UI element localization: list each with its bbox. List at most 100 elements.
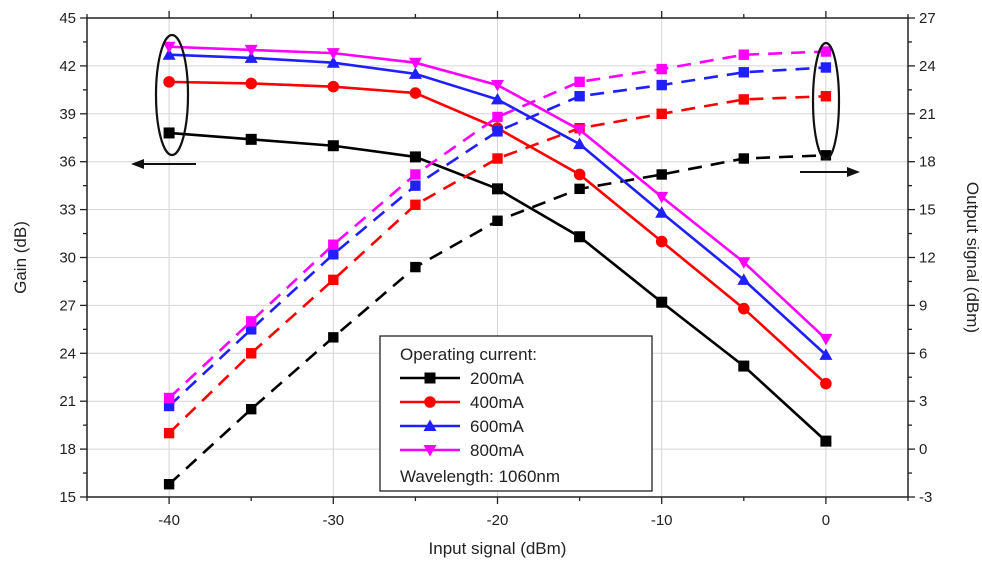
y-tick-label: 45: [59, 10, 76, 27]
legend: Operating current: 200mA 400mA 600mA 800mA Wa…: [379, 335, 653, 492]
y2-tick-label: 18: [919, 154, 936, 171]
gain-point-600mA: [491, 92, 504, 105]
gain-point-600mA: [737, 273, 751, 285]
output-point-200mA: [492, 215, 503, 226]
gain-point-400mA: [245, 77, 257, 90]
y-tick-label: 30: [59, 250, 76, 267]
output-point-200mA: [656, 169, 667, 180]
gain-point-600mA: [408, 67, 422, 79]
y-tick-label: 36: [59, 154, 76, 171]
output-point-400mA: [492, 153, 503, 164]
gain-point-400mA: [738, 302, 750, 315]
legend-header: Operating current:: [400, 345, 537, 364]
gain-point-400mA: [163, 76, 175, 88]
output-point-200mA: [246, 403, 257, 415]
gain-point-200mA: [409, 151, 421, 163]
output-point-400mA: [328, 274, 339, 286]
output-point-400mA: [410, 199, 421, 211]
gain-point-800mA: [573, 124, 587, 137]
legend-box: [379, 335, 653, 492]
output-point-400mA: [163, 427, 175, 439]
output-point-800mA: [738, 49, 749, 60]
legend-label-200mA: 200mA: [470, 369, 525, 388]
output-point-400mA: [820, 91, 832, 102]
gain-point-200mA: [656, 296, 668, 308]
x-tick-label: 0: [822, 512, 830, 529]
gain-point-400mA: [655, 235, 668, 248]
x-tick-label: -20: [487, 512, 509, 529]
gain-point-400mA: [409, 87, 422, 99]
output-point-800mA: [163, 392, 175, 404]
y-tick-label: 39: [59, 106, 76, 123]
y-tick-label: 18: [59, 441, 76, 458]
gain-point-400mA: [820, 377, 832, 390]
legend-marker-200mA: [424, 372, 436, 384]
output-point-200mA: [820, 150, 832, 161]
output-point-600mA: [246, 324, 257, 335]
output-point-600mA: [574, 91, 585, 102]
y2-axis-title: Output signal (dBm): [963, 182, 982, 333]
gain-point-600mA: [162, 48, 176, 60]
output-point-600mA: [820, 62, 832, 73]
gain-point-200mA: [245, 133, 257, 145]
output-point-200mA: [574, 183, 585, 195]
gain-point-200mA: [820, 435, 832, 447]
output-point-600mA: [328, 249, 339, 260]
output-point-400mA: [656, 108, 667, 119]
left-group-ellipse: [154, 33, 190, 157]
y-axis-title: Gain (dB): [11, 221, 30, 294]
series-800mA: [162, 41, 833, 404]
gain-point-200mA: [327, 140, 339, 152]
output-line-600mA: [168, 66, 826, 407]
output-point-600mA: [492, 126, 503, 137]
output-point-200mA: [738, 153, 749, 164]
axes: -40 -30 -20 -10 01518212427303336394245-3036…: [11, 10, 982, 558]
gain-point-200mA: [574, 231, 586, 243]
y2-tick-label: 21: [919, 106, 936, 123]
legend-marker-400mA: [424, 396, 436, 408]
legend-marker-800mA: [423, 445, 437, 457]
right-group-ellipse: [811, 41, 841, 161]
y2-tick-label: 3: [919, 393, 927, 410]
annotations: [131, 33, 860, 177]
gain-point-800mA: [244, 44, 258, 57]
gain-point-600mA: [655, 206, 669, 218]
y2-tick-label: 27: [919, 10, 936, 27]
output-point-800mA: [574, 76, 585, 88]
gain-point-400mA: [327, 80, 340, 93]
output-point-800mA: [820, 46, 832, 57]
output-point-600mA: [163, 400, 175, 412]
gain-point-400mA: [573, 168, 586, 181]
output-point-400mA: [738, 94, 749, 105]
data-layer: [162, 41, 833, 490]
output-point-800mA: [328, 239, 339, 250]
y2-tick-label: 15: [919, 202, 936, 219]
gain-point-600mA: [573, 137, 587, 150]
y2-tick-label: 9: [919, 297, 927, 314]
gain-point-600mA: [326, 56, 340, 68]
output-line-400mA: [168, 94, 826, 435]
legend-footer: Wavelength: 1060nm: [400, 467, 560, 486]
y2-tick-label: 12: [919, 250, 936, 267]
legend-label-600mA: 600mA: [470, 417, 525, 436]
output-point-200mA: [163, 479, 175, 490]
gain-point-800mA: [819, 333, 833, 346]
output-point-800mA: [246, 316, 257, 327]
gain-point-800mA: [491, 80, 504, 92]
output-line-800mA: [168, 50, 826, 399]
right-arrow-head: [847, 167, 860, 177]
y2-tick-label: 24: [919, 58, 936, 75]
gain-point-600mA: [819, 348, 833, 360]
output-point-600mA: [656, 79, 667, 91]
y-tick-label: 15: [59, 489, 76, 506]
y2-tick-label: 6: [919, 345, 927, 362]
output-point-800mA: [656, 63, 667, 75]
y-tick-label: 33: [59, 202, 76, 219]
left-arrow-head: [131, 159, 144, 169]
gain-point-800mA: [655, 191, 669, 204]
output-point-600mA: [738, 67, 749, 78]
x-tick-label: -40: [158, 512, 180, 529]
y-tick-label: 24: [59, 345, 76, 362]
y-tick-label: 21: [59, 393, 76, 410]
